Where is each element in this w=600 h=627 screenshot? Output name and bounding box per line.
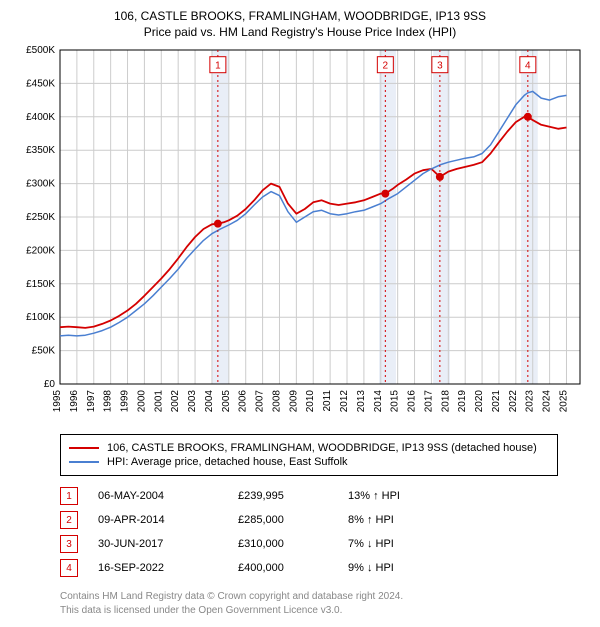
- svg-text:2010: 2010: [305, 390, 316, 413]
- page-container: 106, CASTLE BROOKS, FRAMLINGHAM, WOODBRI…: [0, 0, 600, 627]
- svg-text:2017: 2017: [423, 390, 434, 413]
- svg-text:£450K: £450K: [26, 79, 55, 90]
- svg-text:£50K: £50K: [32, 346, 56, 357]
- svg-text:2020: 2020: [474, 390, 485, 413]
- svg-text:2009: 2009: [288, 390, 299, 413]
- svg-text:£200K: £200K: [26, 246, 55, 257]
- svg-text:1996: 1996: [69, 390, 80, 413]
- svg-text:1: 1: [215, 61, 221, 72]
- footer-line-1: Contains HM Land Registry data © Crown c…: [60, 590, 540, 604]
- svg-text:2025: 2025: [558, 390, 569, 413]
- sale-date: 09-APR-2014: [98, 514, 238, 526]
- sale-index-badge: 4: [60, 559, 78, 577]
- sale-price: £400,000: [238, 562, 348, 574]
- svg-text:£300K: £300K: [26, 179, 55, 190]
- legend-swatch: [69, 461, 99, 463]
- svg-text:2019: 2019: [457, 390, 468, 413]
- svg-text:2016: 2016: [407, 390, 418, 413]
- sale-row: 1 06-MAY-2004£239,99513% ↑ HPI: [60, 484, 540, 508]
- svg-text:2000: 2000: [136, 390, 147, 413]
- svg-text:2022: 2022: [508, 390, 519, 413]
- svg-text:2008: 2008: [271, 390, 282, 413]
- attribution-footer: Contains HM Land Registry data © Crown c…: [60, 590, 540, 617]
- price-chart: £0 £50K £100K £150K £200K £250K £300K £350K £400…: [10, 44, 590, 424]
- sale-index-badge: 2: [60, 511, 78, 529]
- svg-text:1995: 1995: [52, 390, 63, 413]
- svg-text:2002: 2002: [170, 390, 181, 413]
- svg-text:2: 2: [383, 61, 389, 72]
- svg-text:2021: 2021: [491, 390, 502, 413]
- sale-price: £239,995: [238, 490, 348, 502]
- sale-index-badge: 1: [60, 487, 78, 505]
- svg-text:3: 3: [437, 61, 443, 72]
- title-line-1: 106, CASTLE BROOKS, FRAMLINGHAM, WOODBRI…: [10, 8, 590, 24]
- chart-svg: £0 £50K £100K £150K £200K £250K £300K £350K £400…: [10, 44, 590, 424]
- svg-text:2001: 2001: [153, 390, 164, 413]
- sale-delta: 8% ↑ HPI: [348, 514, 468, 526]
- footer-line-2: This data is licensed under the Open Gov…: [60, 604, 540, 618]
- legend-item: HPI: Average price, detached house, East…: [69, 455, 549, 469]
- svg-text:2011: 2011: [322, 390, 333, 412]
- svg-text:2015: 2015: [390, 390, 401, 413]
- svg-text:2012: 2012: [339, 390, 350, 413]
- svg-text:2023: 2023: [525, 390, 536, 413]
- sale-delta: 13% ↑ HPI: [348, 490, 468, 502]
- svg-text:2005: 2005: [221, 390, 232, 413]
- sale-delta: 7% ↓ HPI: [348, 538, 468, 550]
- sale-delta: 9% ↓ HPI: [348, 562, 468, 574]
- svg-text:1999: 1999: [120, 390, 131, 413]
- sale-index-badge: 3: [60, 535, 78, 553]
- svg-text:2007: 2007: [255, 390, 266, 413]
- svg-text:4: 4: [525, 61, 531, 72]
- svg-text:2006: 2006: [238, 390, 249, 413]
- sale-row: 2 09-APR-2014£285,0008% ↑ HPI: [60, 508, 540, 532]
- legend: 106, CASTLE BROOKS, FRAMLINGHAM, WOODBRI…: [60, 434, 558, 476]
- svg-text:£250K: £250K: [26, 212, 55, 223]
- svg-text:£0: £0: [44, 379, 56, 390]
- legend-swatch: [69, 447, 99, 449]
- sale-date: 16-SEP-2022: [98, 562, 238, 574]
- svg-text:2013: 2013: [356, 390, 367, 413]
- sales-table: 1 06-MAY-2004£239,99513% ↑ HPI 2 09-APR-201…: [60, 484, 540, 580]
- svg-text:2004: 2004: [204, 390, 215, 413]
- svg-text:1998: 1998: [103, 390, 114, 413]
- svg-text:2018: 2018: [440, 390, 451, 413]
- svg-text:£400K: £400K: [26, 112, 55, 123]
- svg-text:£150K: £150K: [26, 279, 55, 290]
- sale-row: 4 16-SEP-2022£400,0009% ↓ HPI: [60, 556, 540, 580]
- sale-date: 30-JUN-2017: [98, 538, 238, 550]
- svg-text:£100K: £100K: [26, 313, 55, 324]
- title-line-2: Price paid vs. HM Land Registry's House …: [10, 24, 590, 40]
- svg-text:£500K: £500K: [26, 45, 55, 56]
- legend-item: 106, CASTLE BROOKS, FRAMLINGHAM, WOODBRI…: [69, 441, 549, 455]
- chart-titles: 106, CASTLE BROOKS, FRAMLINGHAM, WOODBRI…: [10, 8, 590, 40]
- sale-price: £310,000: [238, 538, 348, 550]
- sale-date: 06-MAY-2004: [98, 490, 238, 502]
- svg-text:2003: 2003: [187, 390, 198, 413]
- legend-label: HPI: Average price, detached house, East…: [107, 456, 348, 468]
- sale-row: 3 30-JUN-2017£310,0007% ↓ HPI: [60, 532, 540, 556]
- svg-text:2014: 2014: [373, 390, 384, 413]
- legend-label: 106, CASTLE BROOKS, FRAMLINGHAM, WOODBRI…: [107, 442, 537, 454]
- svg-text:1997: 1997: [86, 390, 97, 413]
- svg-text:2024: 2024: [542, 390, 553, 413]
- sale-price: £285,000: [238, 514, 348, 526]
- svg-text:£350K: £350K: [26, 146, 55, 157]
